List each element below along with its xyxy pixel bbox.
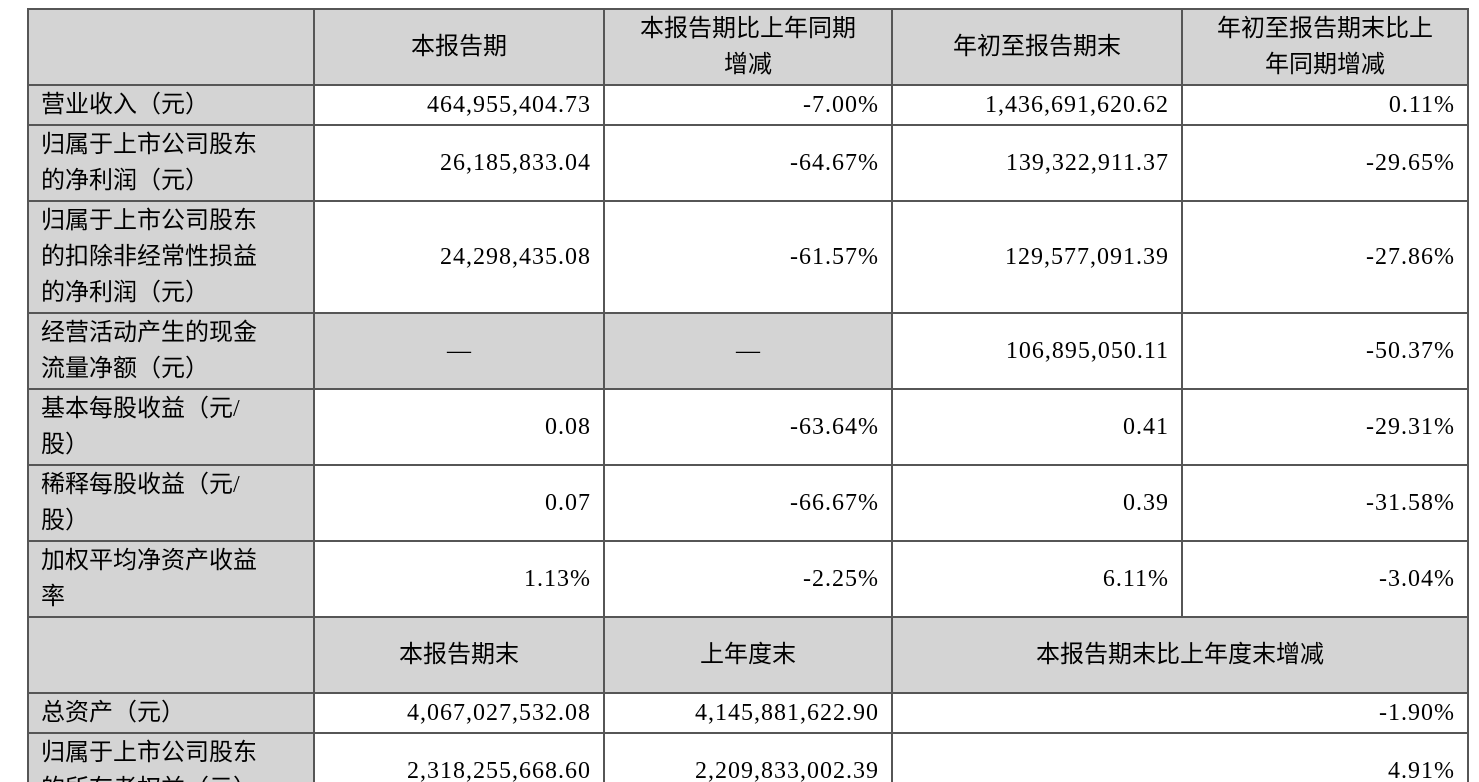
value-cell-current-yoy: -61.57% [603, 200, 893, 314]
value-cell-ytd: 0.39 [891, 464, 1183, 542]
row-label-cell: 营业收入（元） [27, 84, 315, 126]
row-label-cell: 归属于上市公司股东 的净利润（元） [27, 124, 315, 202]
value-cell-current-yoy: -2.25% [603, 540, 893, 618]
column-header-current-period-yoy-change: 本报告期比上年同期 增减 [603, 8, 893, 86]
value-cell-current: 1.13% [313, 540, 605, 618]
row-label-cell: 归属于上市公司股东 的扣除非经常性损益 的净利润（元） [27, 200, 315, 314]
row-label-cell: 经营活动产生的现金 流量净额（元） [27, 312, 315, 390]
column-header-period-end-change: 本报告期末比上年度末增减 [891, 616, 1469, 694]
row-label-cell: 归属于上市公司股东 的所有者权益（元） [27, 732, 315, 782]
table-row: 归属于上市公司股东 的净利润（元） 26,185,833.04 -64.67% 139… [27, 124, 1469, 202]
value-cell-period-end: 2,318,255,668.60 [313, 732, 605, 782]
table-row: 经营活动产生的现金 流量净额（元） — —106,895,050.11 -50.37% [27, 312, 1469, 390]
value-cell-ytd-yoy: -31.58% [1181, 464, 1469, 542]
value-cell-ytd: 139,322,911.37 [891, 124, 1183, 202]
value-cell-current-yoy: — [603, 312, 893, 390]
value-cell-period-end: 4,067,027,532.08 [313, 692, 605, 734]
value-cell-ytd: 6.11% [891, 540, 1183, 618]
row-label-cell: 基本每股收益（元/ 股） [27, 388, 315, 466]
value-cell-ytd-yoy: -29.31% [1181, 388, 1469, 466]
value-cell-prev-year-end: 2,209,833,002.39 [603, 732, 893, 782]
row-label-cell: 稀释每股收益（元/ 股） [27, 464, 315, 542]
value-cell-current: 0.08 [313, 388, 605, 466]
header-row-period: 本报告期 本报告期比上年同期 增减 年初至报告期末 年初至报告期末比上 年同期增减 [27, 8, 1469, 86]
column-header-ytd: 年初至报告期末 [891, 8, 1183, 86]
value-cell-ytd: 0.41 [891, 388, 1183, 466]
column-header-period-end: 本报告期末 [313, 616, 605, 694]
value-cell-ytd: 1,436,691,620.62 [891, 84, 1183, 126]
value-cell-current-yoy: -63.64% [603, 388, 893, 466]
row-label-cell: 加权平均净资产收益 率 [27, 540, 315, 618]
value-cell-current: 24,298,435.08 [313, 200, 605, 314]
value-cell-ytd-yoy: -27.86% [1181, 200, 1469, 314]
table-row: 总资产（元） 4,067,027,532.08 4,145,881,622.90 -1… [27, 692, 1469, 734]
value-cell-ytd-yoy: -29.65% [1181, 124, 1469, 202]
value-cell-prev-year-end: 4,145,881,622.90 [603, 692, 893, 734]
table-row: 归属于上市公司股东 的扣除非经常性损益 的净利润（元） 24,298,435.08… [27, 200, 1469, 314]
table-row: 营业收入（元） 464,955,404.73 -7.00% 1,436,691,620… [27, 84, 1469, 126]
value-cell-current: 0.07 [313, 464, 605, 542]
table-body: 本报告期 本报告期比上年同期 增减 年初至报告期末 年初至报告期末比上 年同期增减 营业… [27, 8, 1469, 782]
value-cell-current-yoy: -7.00% [603, 84, 893, 126]
value-cell-current-yoy: -64.67% [603, 124, 893, 202]
column-header-ytd-yoy-change: 年初至报告期末比上 年同期增减 [1181, 8, 1469, 86]
value-cell-ytd: 129,577,091.39 [891, 200, 1183, 314]
header-row-period-end: 本报告期末 上年度末 本报告期末比上年度末增减 [27, 616, 1469, 694]
column-header-current-period: 本报告期 [313, 8, 605, 86]
value-cell-current: 26,185,833.04 [313, 124, 605, 202]
value-cell-ytd: 106,895,050.11 [891, 312, 1183, 390]
value-cell-current: — [313, 312, 605, 390]
value-cell-ytd-yoy: 0.11% [1181, 84, 1469, 126]
row-label-cell: 总资产（元） [27, 692, 315, 734]
value-cell-ytd-yoy: -3.04% [1181, 540, 1469, 618]
value-cell-ytd-yoy: -50.37% [1181, 312, 1469, 390]
corner-cell-2 [27, 616, 315, 694]
value-cell-current: 464,955,404.73 [313, 84, 605, 126]
value-cell-period-end-change: 4.91% [891, 732, 1469, 782]
table-row: 稀释每股收益（元/ 股） 0.07 -66.67% 0.39 -31.58% [27, 464, 1469, 542]
value-cell-current-yoy: -66.67% [603, 464, 893, 542]
value-cell-period-end-change: -1.90% [891, 692, 1469, 734]
column-header-prev-year-end: 上年度末 [603, 616, 893, 694]
corner-cell [27, 8, 315, 86]
table-row: 归属于上市公司股东 的所有者权益（元）2,318,255,668.602,209… [27, 732, 1469, 782]
table-row: 基本每股收益（元/ 股） 0.08 -63.64% 0.41 -29.31% [27, 388, 1469, 466]
financial-summary-table: 本报告期 本报告期比上年同期 增减 年初至报告期末 年初至报告期末比上 年同期增减 营业… [27, 8, 1469, 782]
table-row: 加权平均净资产收益 率 1.13% -2.25% 6.11% -3.04% [27, 540, 1469, 618]
